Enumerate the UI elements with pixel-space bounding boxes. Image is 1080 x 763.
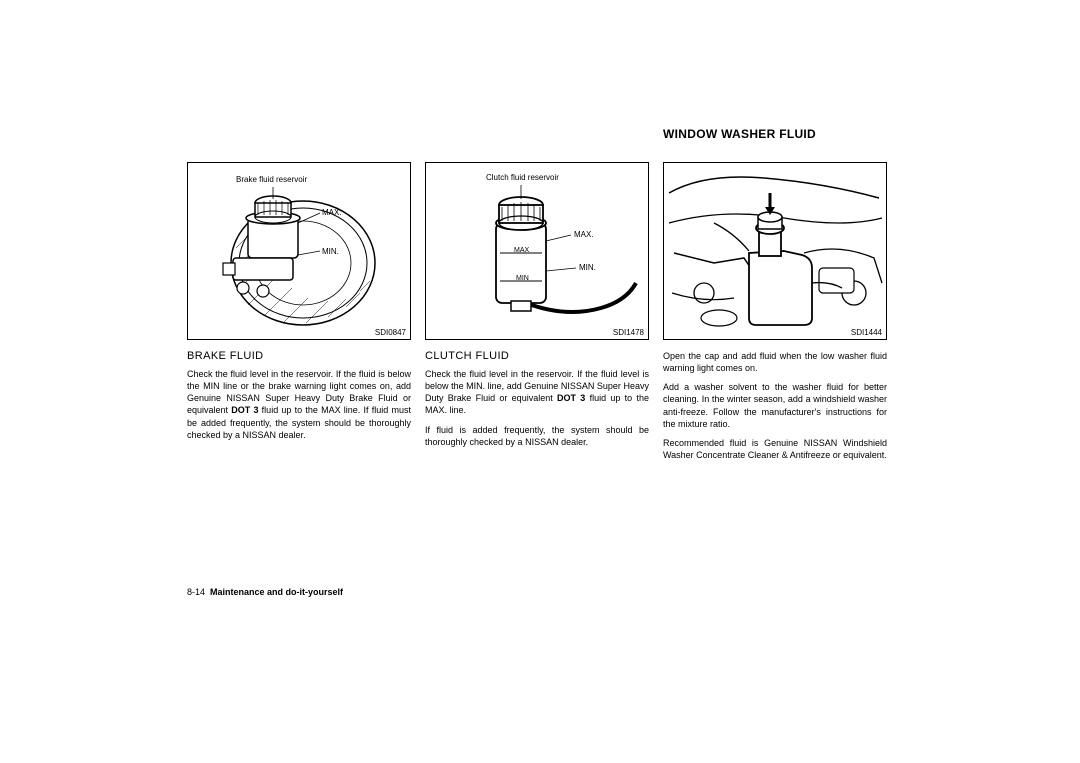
figure-code-washer: SDI1444 [851,328,882,337]
page-number: 8-14 [187,587,205,597]
manual-page: WINDOW WASHER FLUID [187,127,889,597]
clutch-text-b: DOT 3 [557,393,585,403]
subheading-brake: BRAKE FLUID [187,350,411,362]
figure-brake-reservoir: Brake fluid reservoir MAX. MIN. SDI0847 [187,162,411,340]
section-heading-window-washer: WINDOW WASHER FLUID [663,127,816,141]
washer-paragraph-3: Recommended fluid is Genuine NISSAN Wind… [663,437,887,461]
page-footer: 8-14 Maintenance and do-it-yourself [187,587,343,597]
clutch-paragraph-1: Check the fluid level in the reservoir. … [425,368,649,417]
clutch-diagram-svg [426,163,649,340]
label-clutch-innermax: MAX [514,247,529,254]
clutch-paragraph-2: If fluid is added frequently, the system… [425,424,649,448]
label-clutch-innermin: MIN [516,275,529,282]
label-brake-reservoir: Brake fluid reservoir [236,175,307,184]
column-washer: SDI1444 Open the cap and add fluid when … [663,162,887,468]
label-brake-min: MIN. [322,247,339,256]
subheading-clutch: CLUTCH FLUID [425,350,649,362]
section-name: Maintenance and do-it-yourself [210,587,343,597]
label-brake-max: MAX. [322,208,342,217]
column-brake: Brake fluid reservoir MAX. MIN. SDI0847 … [187,162,411,468]
brake-diagram-svg [188,163,411,340]
washer-diagram-svg [664,163,887,340]
figure-code-brake: SDI0847 [375,328,406,337]
figure-clutch-reservoir: Clutch fluid reservoir MAX. MIN. MAX MIN… [425,162,649,340]
brake-paragraph: Check the fluid level in the reservoir. … [187,368,411,441]
column-clutch: Clutch fluid reservoir MAX. MIN. MAX MIN… [425,162,649,468]
label-clutch-reservoir: Clutch fluid reservoir [486,173,559,182]
three-column-layout: Brake fluid reservoir MAX. MIN. SDI0847 … [187,162,887,468]
figure-washer-reservoir: SDI1444 [663,162,887,340]
washer-paragraph-2: Add a washer solvent to the washer fluid… [663,381,887,430]
brake-text-b: DOT 3 [231,405,258,415]
washer-paragraph-1: Open the cap and add fluid when the low … [663,350,887,374]
label-clutch-min: MIN. [579,263,596,272]
label-clutch-max: MAX. [574,230,594,239]
figure-code-clutch: SDI1478 [613,328,644,337]
